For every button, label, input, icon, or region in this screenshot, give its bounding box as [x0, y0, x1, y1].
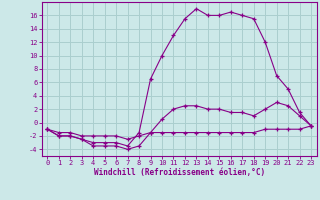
X-axis label: Windchill (Refroidissement éolien,°C): Windchill (Refroidissement éolien,°C)	[94, 168, 265, 177]
